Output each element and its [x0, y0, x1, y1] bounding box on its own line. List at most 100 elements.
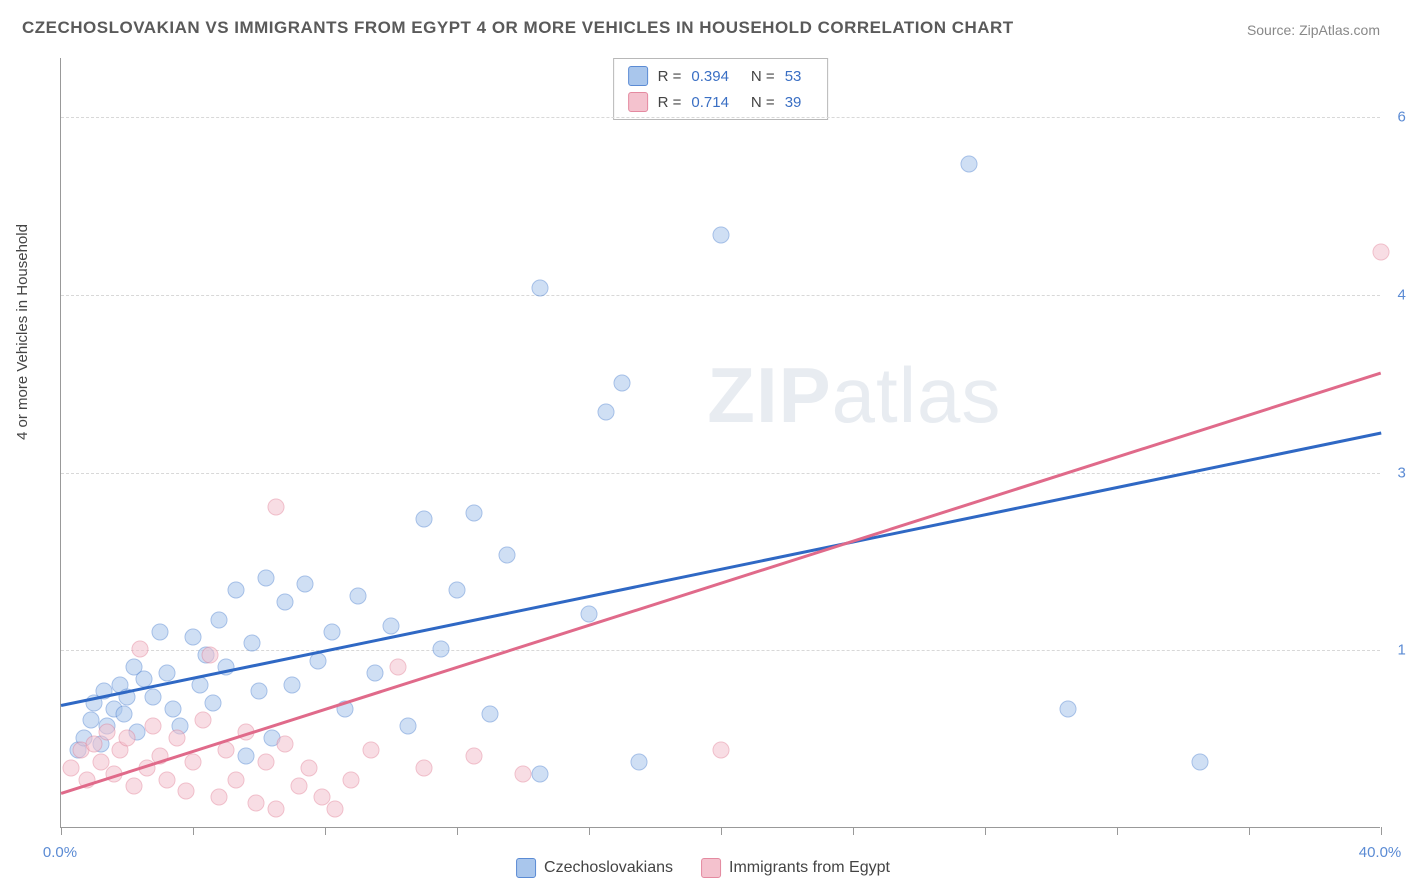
scatter-point — [257, 570, 274, 587]
scatter-point — [218, 742, 235, 759]
scatter-point — [498, 546, 515, 563]
scatter-point — [158, 665, 175, 682]
scatter-point — [297, 576, 314, 593]
scatter-point — [267, 801, 284, 818]
y-tick-label: 30.0% — [1386, 464, 1406, 481]
x-tick — [457, 827, 458, 835]
scatter-point — [257, 753, 274, 770]
scatter-point — [1059, 700, 1076, 717]
legend-row: R =0.394N =53 — [614, 63, 828, 89]
r-value: 0.714 — [691, 94, 729, 111]
scatter-point — [343, 771, 360, 788]
scatter-point — [515, 765, 532, 782]
x-tick — [325, 827, 326, 835]
scatter-point — [326, 801, 343, 818]
scatter-point — [125, 777, 142, 794]
scatter-point — [366, 665, 383, 682]
scatter-point — [244, 635, 261, 652]
legend-item: Czechoslovakians — [516, 858, 673, 878]
legend-row: R =0.714N =39 — [614, 89, 828, 115]
scatter-point — [531, 280, 548, 297]
x-tick — [61, 827, 62, 835]
scatter-point — [145, 718, 162, 735]
y-axis-label: 4 or more Vehicles in Household — [14, 224, 31, 440]
x-tick — [1117, 827, 1118, 835]
scatter-point — [158, 771, 175, 788]
scatter-point — [363, 742, 380, 759]
scatter-point — [449, 582, 466, 599]
n-value: 53 — [785, 68, 802, 85]
series-legend: Czechoslovakians Immigrants from Egypt — [516, 858, 890, 878]
gridline — [61, 295, 1380, 296]
scatter-point — [399, 718, 416, 735]
scatter-point — [389, 659, 406, 676]
scatter-point — [290, 777, 307, 794]
scatter-point — [115, 706, 132, 723]
scatter-point — [531, 765, 548, 782]
x-tick — [193, 827, 194, 835]
scatter-point — [614, 374, 631, 391]
scatter-point — [247, 795, 264, 812]
scatter-point — [1191, 753, 1208, 770]
r-label: R = — [658, 94, 682, 111]
scatter-point — [185, 753, 202, 770]
scatter-point — [277, 736, 294, 753]
scatter-point — [99, 724, 116, 741]
scatter-point — [383, 617, 400, 634]
x-tick — [589, 827, 590, 835]
scatter-point — [86, 736, 103, 753]
y-tick-label: 60.0% — [1386, 109, 1406, 126]
x-tick-label: 40.0% — [1359, 844, 1402, 861]
scatter-point — [310, 653, 327, 670]
scatter-point — [211, 611, 228, 628]
legend-swatch — [628, 66, 648, 86]
source-credit: Source: ZipAtlas.com — [1247, 22, 1380, 38]
scatter-point — [1373, 244, 1390, 261]
y-tick-label: 45.0% — [1386, 286, 1406, 303]
scatter-point — [201, 647, 218, 664]
scatter-point — [350, 588, 367, 605]
scatter-point — [194, 712, 211, 729]
y-tick-label: 15.0% — [1386, 642, 1406, 659]
watermark: ZIPatlas — [707, 350, 1001, 441]
gridline — [61, 117, 1380, 118]
scatter-point — [82, 712, 99, 729]
scatter-point — [237, 747, 254, 764]
scatter-point — [178, 783, 195, 800]
scatter-point — [713, 226, 730, 243]
legend-swatch — [701, 858, 721, 878]
scatter-point — [284, 676, 301, 693]
scatter-point — [152, 623, 169, 640]
scatter-point — [185, 629, 202, 646]
x-tick — [985, 827, 986, 835]
n-label: N = — [751, 94, 775, 111]
scatter-point — [416, 759, 433, 776]
r-value: 0.394 — [691, 68, 729, 85]
scatter-point — [165, 700, 182, 717]
chart-plot-area: ZIPatlas R =0.394N =53R =0.714N =39 15.0… — [60, 58, 1380, 828]
correlation-legend: R =0.394N =53R =0.714N =39 — [613, 58, 829, 120]
x-tick-label: 0.0% — [43, 844, 77, 861]
scatter-point — [204, 694, 221, 711]
scatter-point — [277, 593, 294, 610]
legend-swatch — [628, 92, 648, 112]
scatter-point — [323, 623, 340, 640]
scatter-point — [713, 742, 730, 759]
scatter-point — [119, 730, 136, 747]
r-label: R = — [658, 68, 682, 85]
x-tick — [721, 827, 722, 835]
gridline — [61, 650, 1380, 651]
scatter-point — [211, 789, 228, 806]
scatter-point — [482, 706, 499, 723]
scatter-point — [432, 641, 449, 658]
scatter-point — [62, 759, 79, 776]
x-tick — [853, 827, 854, 835]
scatter-point — [227, 582, 244, 599]
x-tick — [1381, 827, 1382, 835]
scatter-point — [300, 759, 317, 776]
watermark-bold: ZIP — [707, 351, 831, 439]
scatter-point — [465, 747, 482, 764]
legend-item: Immigrants from Egypt — [701, 858, 890, 878]
scatter-point — [465, 505, 482, 522]
x-tick — [1249, 827, 1250, 835]
